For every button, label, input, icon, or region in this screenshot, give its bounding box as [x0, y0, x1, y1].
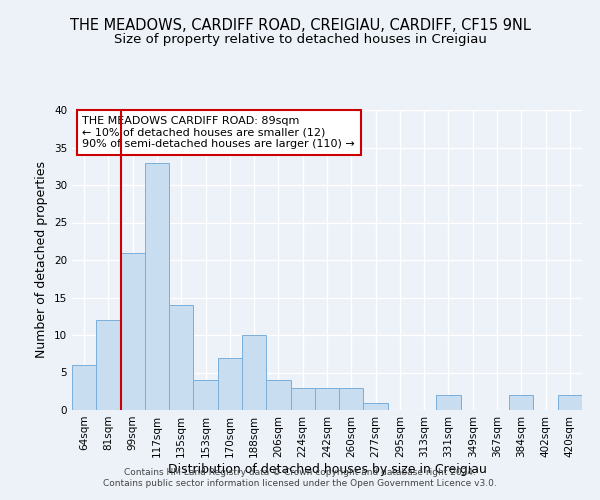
Bar — [558, 395, 582, 410]
Bar — [509, 395, 533, 410]
Text: Contains HM Land Registry data © Crown copyright and database right 2024.
Contai: Contains HM Land Registry data © Crown c… — [103, 468, 497, 487]
Bar — [290, 388, 315, 410]
Bar — [96, 320, 121, 410]
Bar — [364, 402, 388, 410]
Bar — [242, 335, 266, 410]
Bar — [339, 388, 364, 410]
X-axis label: Distribution of detached houses by size in Creigiau: Distribution of detached houses by size … — [167, 462, 487, 475]
Text: THE MEADOWS, CARDIFF ROAD, CREIGIAU, CARDIFF, CF15 9NL: THE MEADOWS, CARDIFF ROAD, CREIGIAU, CAR… — [70, 18, 530, 32]
Bar — [169, 305, 193, 410]
Bar — [121, 252, 145, 410]
Text: THE MEADOWS CARDIFF ROAD: 89sqm
← 10% of detached houses are smaller (12)
90% of: THE MEADOWS CARDIFF ROAD: 89sqm ← 10% of… — [82, 116, 355, 149]
Bar — [145, 162, 169, 410]
Bar — [266, 380, 290, 410]
Bar — [436, 395, 461, 410]
Bar — [315, 388, 339, 410]
Bar — [72, 365, 96, 410]
Bar — [193, 380, 218, 410]
Y-axis label: Number of detached properties: Number of detached properties — [35, 162, 49, 358]
Bar — [218, 358, 242, 410]
Text: Size of property relative to detached houses in Creigiau: Size of property relative to detached ho… — [113, 32, 487, 46]
